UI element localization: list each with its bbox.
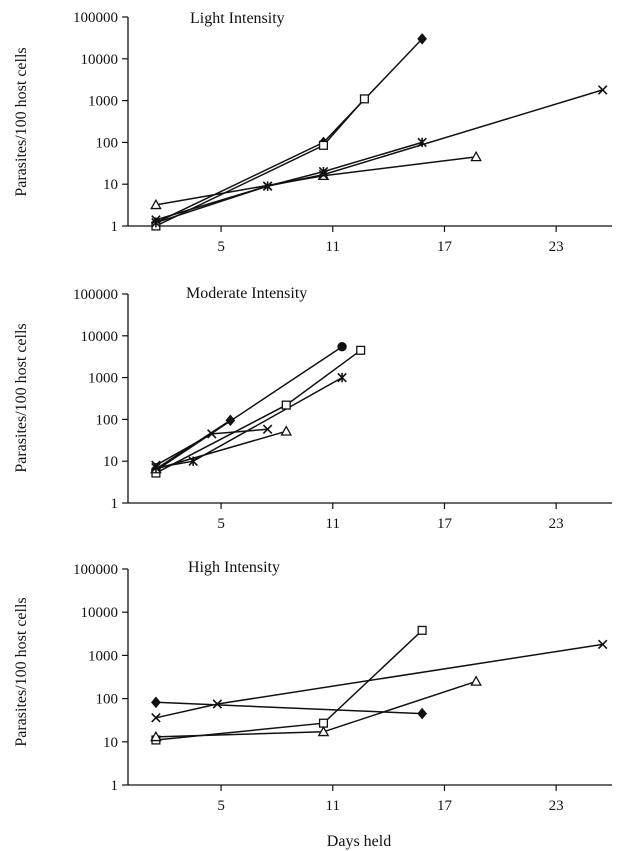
- data-point-asterisk-moderate: [188, 456, 198, 466]
- panel-title-high: High Intensity: [188, 559, 280, 576]
- x-tick-label-high: 5: [217, 798, 225, 814]
- y-tick-label-moderate: 1: [111, 496, 119, 512]
- x-tick-label-moderate: 17: [437, 516, 453, 532]
- y-tick-label-light: 100: [96, 135, 119, 151]
- panel-title-moderate: Moderate Intensity: [186, 285, 307, 302]
- data-point-diamond-high: [417, 707, 427, 720]
- y-tick-label-high: 100: [96, 692, 119, 708]
- data-point-cross-light: [597, 85, 608, 95]
- y-tick-label-high: 1: [111, 778, 119, 794]
- series-line-square-high: [155, 629, 423, 741]
- data-point-asterisk-moderate: [151, 462, 161, 473]
- data-point-square-light: [359, 94, 369, 104]
- x-tick-label-light: 23: [549, 239, 564, 255]
- x-tick-label-moderate: 11: [326, 516, 340, 532]
- data-point-cross-high: [597, 639, 608, 650]
- series-line-asterisk-light: [155, 141, 423, 224]
- y-tick-label-high: 10: [103, 735, 118, 751]
- y-tick-label-moderate: 10000: [81, 329, 119, 345]
- data-point-square-moderate: [281, 400, 291, 410]
- panel-title-light: Light Intensity: [190, 10, 285, 27]
- data-point-square-moderate: [356, 345, 366, 355]
- data-point-cross-high: [212, 699, 223, 709]
- y-axis-title-light: Parasites/100 host cells: [13, 47, 30, 196]
- x-tick-label-high: 23: [549, 798, 564, 814]
- y-tick-label-light: 100000: [73, 10, 118, 26]
- data-point-circle-moderate: [337, 341, 347, 352]
- y-tick-label-light: 10000: [81, 52, 119, 68]
- data-point-diamond-moderate: [225, 414, 236, 427]
- x-tick-label-light: 11: [326, 239, 340, 255]
- data-point-asterisk-moderate: [337, 372, 347, 383]
- data-point-asterisk-light: [151, 217, 161, 228]
- y-tick-label-high: 100000: [73, 562, 118, 578]
- y-tick-label-moderate: 1000: [88, 371, 118, 387]
- plot-panel-high: 1 10 100 1000 10000 100000 5 11 17 23: [73, 562, 612, 814]
- y-tick-label-light: 10: [103, 177, 118, 193]
- data-point-triangle-high: [470, 675, 482, 686]
- series-line-square-moderate: [155, 349, 362, 474]
- x-tick-label-moderate: 5: [217, 516, 225, 532]
- series-line-cross-high: [155, 643, 603, 719]
- data-point-diamond-light: [417, 33, 427, 45]
- data-point-cross-moderate: [262, 424, 273, 435]
- data-point-asterisk-light: [417, 137, 427, 148]
- data-point-cross-high: [151, 713, 161, 723]
- series-line-triangle-moderate: [155, 430, 287, 470]
- data-point-square-light: [318, 140, 329, 150]
- y-tick-label-light: 1: [111, 219, 119, 235]
- data-point-triangle-moderate: [280, 425, 293, 436]
- x-tick-label-high: 11: [326, 798, 340, 814]
- x-tick-label-light: 5: [217, 239, 225, 255]
- data-point-triangle-high: [150, 730, 162, 742]
- series-line-diamond-light: [155, 38, 423, 224]
- data-point-asterisk-light: [262, 181, 273, 191]
- x-tick-label-high: 17: [437, 798, 453, 814]
- plot-panel-moderate: 1 10 100 1000 10000 100000 5 11 17 23: [73, 287, 612, 532]
- x-tick-label-moderate: 23: [549, 516, 564, 532]
- plot-panel-light: 1 10 100 1000 10000 100000 5 11 17 23: [73, 10, 612, 255]
- y-tick-label-high: 1000: [88, 648, 118, 664]
- series-line-diamond-high: [155, 701, 423, 715]
- series-line-cross-light: [155, 89, 603, 221]
- data-point-triangle-high: [317, 725, 330, 737]
- data-point-triangle-light: [150, 198, 162, 210]
- data-point-triangle-light: [470, 150, 482, 162]
- series-line-triangle-light: [155, 156, 477, 206]
- y-axis-title-moderate: Parasites/100 host cells: [13, 323, 30, 472]
- series-line-circle-moderate: [155, 346, 343, 472]
- y-axis-title-high: Parasites/100 host cells: [13, 597, 30, 746]
- x-tick-label-light: 17: [437, 239, 453, 255]
- data-point-diamond-high: [151, 696, 161, 709]
- y-tick-label-moderate: 10: [103, 454, 118, 470]
- y-tick-label-moderate: 100000: [73, 287, 118, 303]
- x-axis-title: Days held: [327, 833, 391, 850]
- data-point-asterisk-light: [318, 166, 329, 177]
- y-tick-label-light: 1000: [88, 94, 118, 110]
- data-point-cross-moderate: [207, 429, 217, 439]
- series-line-asterisk-moderate: [155, 376, 343, 469]
- y-tick-label-high: 10000: [81, 605, 119, 621]
- y-tick-label-moderate: 100: [96, 412, 119, 428]
- data-point-square-high: [417, 625, 427, 635]
